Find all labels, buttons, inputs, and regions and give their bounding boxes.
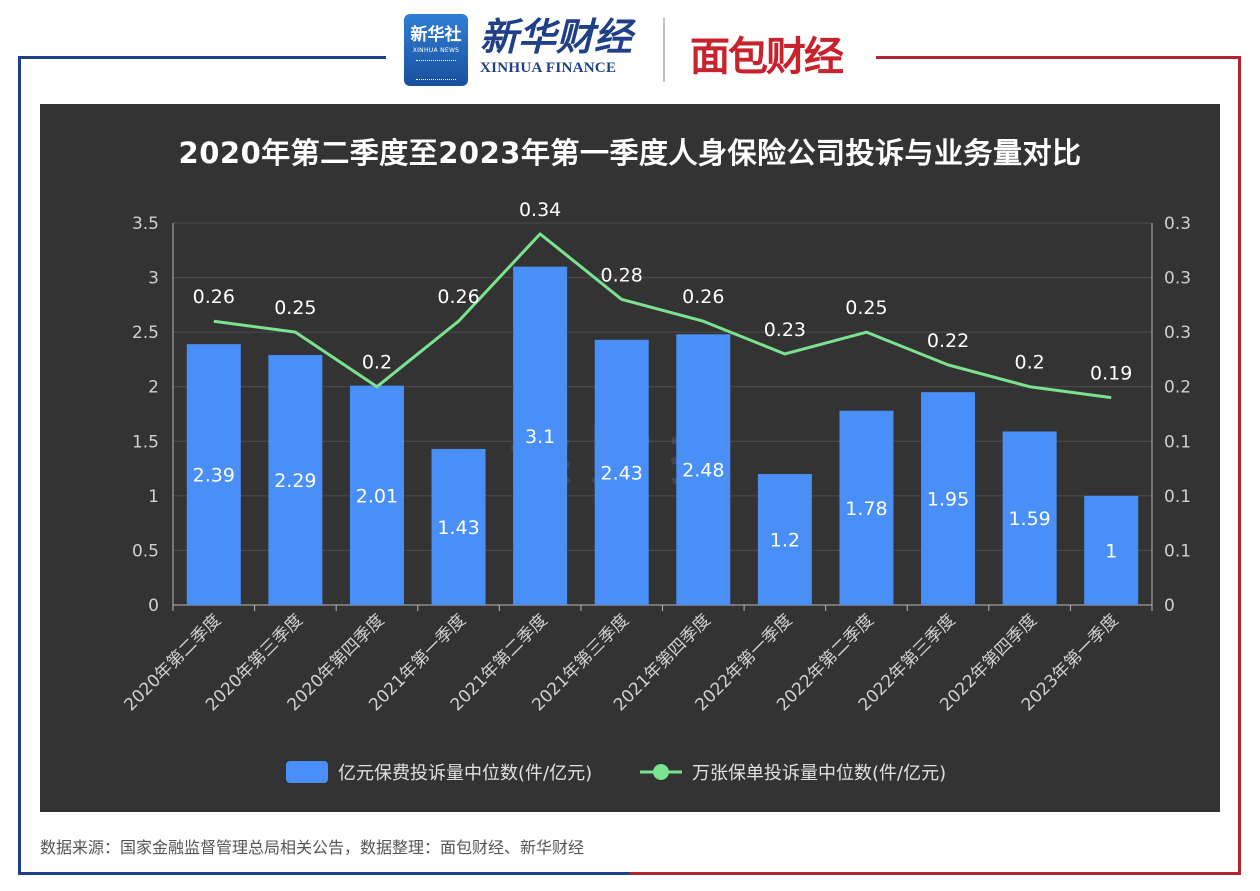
left-axis-tick-label: 1.5: [132, 432, 159, 452]
line-value-label: 0.34: [519, 199, 561, 221]
bar-value-label: 1: [1105, 540, 1117, 562]
bar-value-label: 2.29: [274, 470, 316, 492]
source-note: 数据来源：国家金融监督管理总局相关公告，数据整理：面包财经、新华财经: [40, 838, 585, 857]
line-value-label: 0.26: [437, 286, 479, 308]
bar: [268, 355, 323, 605]
frame-right: [1238, 56, 1241, 874]
chart-title: 2020年第二季度至2023年第一季度人身保险公司投诉与业务量对比: [178, 136, 1082, 170]
bar-value-label: 2.01: [356, 485, 398, 507]
right-axis-tick-label: 0.3: [1164, 269, 1191, 289]
bar: [594, 339, 649, 605]
line-value-label: 0.22: [927, 330, 969, 352]
right-axis-tick-label: 0.1: [1164, 541, 1191, 561]
left-axis-tick-label: 0: [148, 596, 159, 616]
globe-network-icon: [416, 60, 456, 80]
bar-value-label: 2.48: [682, 460, 724, 482]
right-axis-tick-label: 0: [1164, 596, 1175, 616]
frame-bottom: [18, 872, 1241, 875]
bar: [431, 448, 486, 605]
legend-bar-label: 亿元保费投诉量中位数(件/亿元): [338, 763, 592, 784]
line-value-label: 0.26: [193, 286, 235, 308]
logo-divider: [663, 18, 665, 82]
bar-value-label: 3.1: [525, 426, 555, 448]
xinhua-logo-cn: 新华社: [410, 25, 462, 45]
legend-line-label: 万张保单投诉量中位数(件/亿元): [692, 763, 946, 784]
right-axis-tick-label: 0.2: [1164, 378, 1191, 398]
left-axis-tick-label: 3: [148, 269, 159, 289]
left-axis-tick-label: 3.5: [132, 214, 159, 234]
frame-left: [18, 56, 21, 874]
right-axis-tick-label: 0.1: [1164, 432, 1191, 452]
header: 新华社 XINHUA NEWS 新华财经 XINHUA FINANCE 面包财经: [400, 10, 870, 90]
line-value-label: 0.19: [1090, 363, 1132, 385]
bar: [757, 474, 812, 605]
line-series: [213, 232, 1112, 400]
right-axis-tick-label: 0.3: [1164, 323, 1191, 343]
bar: [186, 344, 241, 605]
left-axis-tick-label: 0.5: [132, 541, 159, 561]
xinhua-finance-logo: 新华财经 XINHUA FINANCE: [480, 14, 650, 86]
bar-value-label: 1.43: [437, 517, 479, 539]
bar-value-label: 2.39: [193, 465, 235, 487]
bar: [349, 385, 404, 605]
bar: [513, 266, 568, 605]
mianbao-finance-logo: 面包财经: [690, 34, 844, 80]
bar: [1084, 495, 1139, 605]
legend-line-marker: [653, 764, 669, 780]
bar-value-label: 2.43: [601, 462, 643, 484]
bar: [921, 392, 976, 605]
left-axis-tick-label: 1: [148, 487, 159, 507]
xinhua-finance-en: XINHUA FINANCE: [480, 60, 617, 76]
bar-value-label: 1.2: [770, 530, 800, 552]
bar: [1002, 431, 1057, 605]
xinhua-logo-en: XINHUA NEWS: [412, 47, 460, 54]
line-value-label: 0.26: [682, 286, 724, 308]
left-axis-tick-label: 2: [148, 378, 159, 398]
line-value-label: 0.25: [845, 297, 887, 319]
bar: [839, 410, 894, 605]
frame-top-left: [18, 56, 386, 59]
line-value-label: 0.28: [601, 264, 643, 286]
line-value-label: 0.23: [764, 319, 806, 341]
line-value-label: 0.2: [362, 352, 392, 374]
bar-value-label: 1.78: [845, 498, 887, 520]
xinhua-finance-cn: 新华财经: [480, 14, 633, 59]
legend-bar-swatch: [286, 761, 328, 783]
line-value-label: 0.25: [274, 297, 316, 319]
line-value-label: 0.2: [1015, 352, 1045, 374]
bar: [676, 334, 731, 605]
right-axis-tick-label: 0.3: [1164, 214, 1191, 234]
left-axis-tick-label: 2.5: [132, 323, 159, 343]
bar-value-label: 1.59: [1008, 508, 1050, 530]
right-axis-tick-label: 0.1: [1164, 487, 1191, 507]
bar-value-label: 1.95: [927, 489, 969, 511]
xinhua-news-logo: 新华社 XINHUA NEWS: [404, 14, 468, 86]
frame-top-right: [876, 56, 1241, 59]
